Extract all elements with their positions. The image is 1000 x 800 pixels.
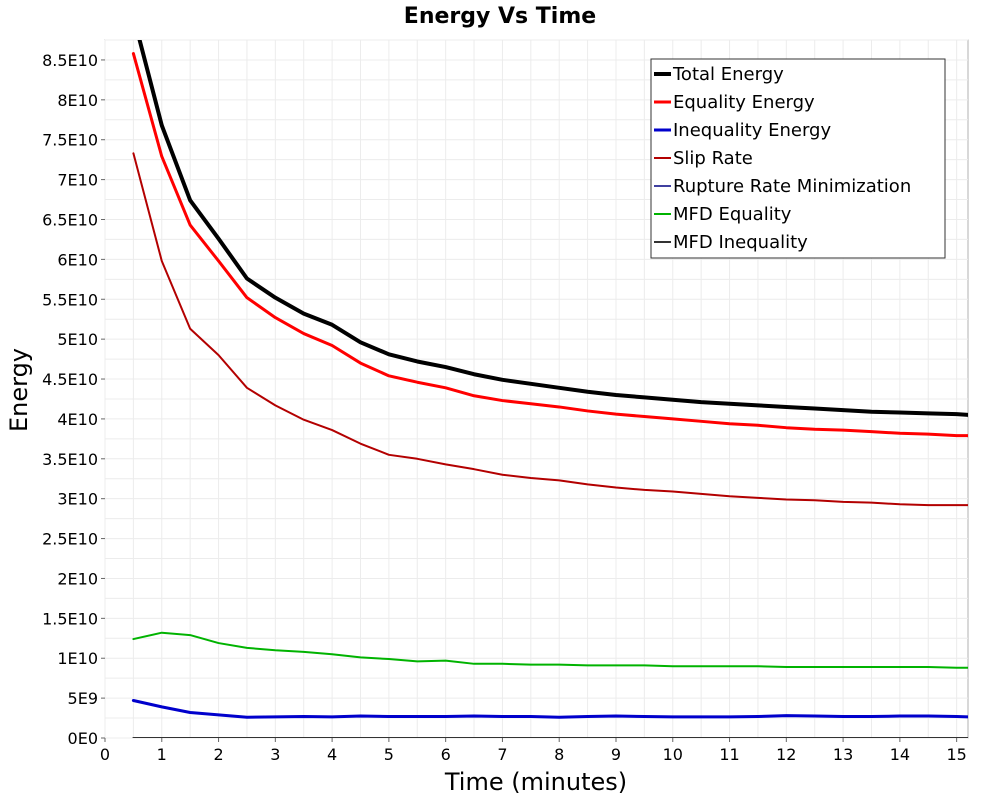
x-tick-label: 7 xyxy=(497,745,507,764)
x-tick-label: 12 xyxy=(776,745,796,764)
x-tick-label: 1 xyxy=(157,745,167,764)
y-tick-label: 2E10 xyxy=(57,569,98,588)
y-tick-label: 5E10 xyxy=(57,330,98,349)
y-tick-label: 4E10 xyxy=(57,410,98,429)
series-lines xyxy=(131,40,968,738)
y-tick-label: 7.5E10 xyxy=(42,131,98,150)
x-tick-label: 2 xyxy=(213,745,223,764)
x-tick-label: 14 xyxy=(890,745,910,764)
legend-label: Equality Energy xyxy=(673,92,815,113)
x-tick-label: 8 xyxy=(554,745,564,764)
series-line-total-energy xyxy=(137,40,968,417)
series-line-slip-rate xyxy=(132,152,968,507)
y-tick-label: 8E10 xyxy=(57,91,98,110)
y-tick-label: 3.5E10 xyxy=(42,450,98,469)
y-tick-label: 2.5E10 xyxy=(42,530,98,549)
legend: Total Energy Equality Energy Inequality En… xyxy=(650,58,946,259)
y-tick-label: 5E9 xyxy=(68,689,98,708)
chart-title: Energy Vs Time xyxy=(404,4,596,29)
series-line-inequality-energy xyxy=(131,699,968,719)
y-tick-label: 5.5E10 xyxy=(42,290,98,309)
x-tick-label: 15 xyxy=(946,745,966,764)
x-tick-label: 4 xyxy=(327,745,337,764)
series-line-mfd-equality xyxy=(132,631,968,669)
x-tick-label: 9 xyxy=(611,745,621,764)
legend-label: Total Energy xyxy=(672,64,784,85)
x-tick-label: 5 xyxy=(384,745,394,764)
y-tick-label: 6.5E10 xyxy=(42,210,98,229)
legend-label: MFD Equality xyxy=(673,204,792,225)
y-tick-label: 6E10 xyxy=(57,250,98,269)
y-tick-label: 1.5E10 xyxy=(42,609,98,628)
y-tick-label: 8.5E10 xyxy=(42,51,98,70)
x-tick-label: 0 xyxy=(100,745,110,764)
legend-label: Rupture Rate Minimization xyxy=(673,176,911,197)
x-tick-label: 6 xyxy=(441,745,451,764)
x-axis-label: Time (minutes) xyxy=(444,768,627,796)
legend-label: Inequality Energy xyxy=(673,120,831,141)
series-line-equality-energy xyxy=(131,52,968,438)
y-axis-ticks: 0E0 5E9 1E10 1.5E10 2E10 2.5E10 3E10 3.5E10 4E10… xyxy=(42,51,105,748)
x-tick-label: 10 xyxy=(663,745,683,764)
legend-box xyxy=(650,58,946,259)
x-tick-label: 13 xyxy=(833,745,853,764)
y-tick-label: 1E10 xyxy=(57,649,98,668)
y-tick-label: 7E10 xyxy=(57,171,98,190)
x-axis-ticks: 0 1 2 3 4 5 6 7 8 9 10 11 12 13 14 15 xyxy=(100,738,967,764)
y-tick-label: 0E0 xyxy=(68,729,98,748)
x-tick-label: 3 xyxy=(270,745,280,764)
y-tick-label: 3E10 xyxy=(57,490,98,509)
y-axis-label: Energy xyxy=(5,348,33,432)
y-tick-label: 4.5E10 xyxy=(42,370,98,389)
x-tick-label: 11 xyxy=(719,745,739,764)
legend-label: Slip Rate xyxy=(673,148,753,169)
legend-label: MFD Inequality xyxy=(673,232,808,253)
